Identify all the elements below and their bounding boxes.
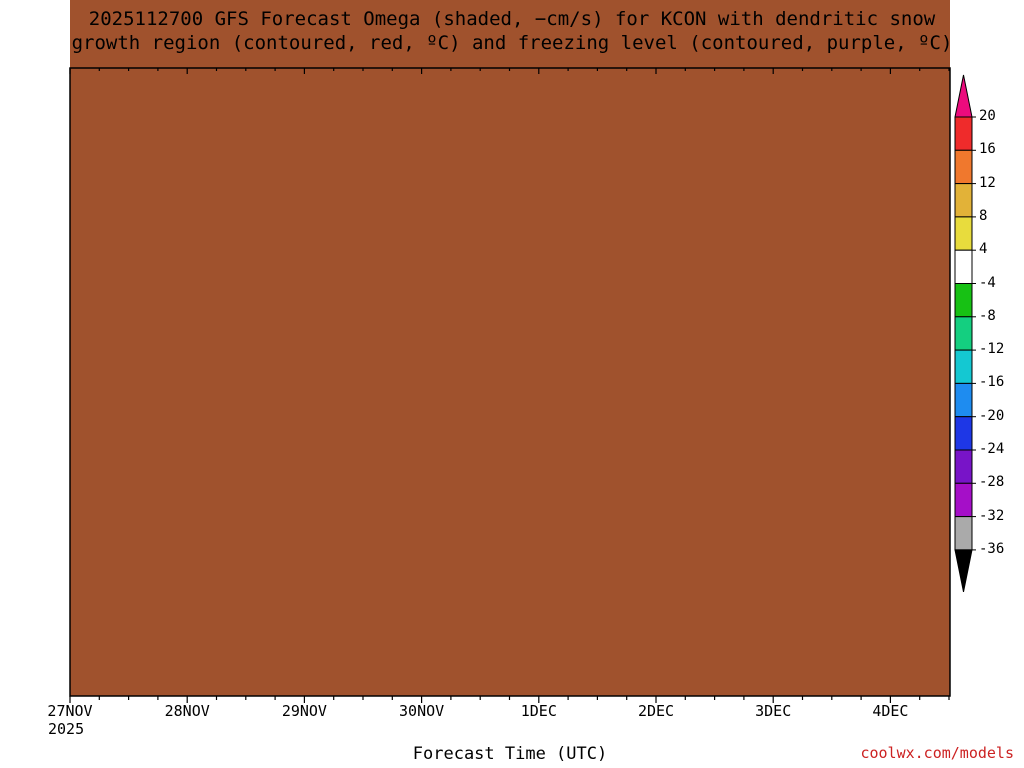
x-tick-label-2dec: 2DEC	[637, 702, 675, 720]
colorbar-bin-bottom	[954, 549, 973, 592]
colorbar-bin-8	[954, 349, 973, 384]
x-tick-label-29nov: 29NOV	[281, 702, 327, 720]
terrain-surface	[70, 0, 950, 696]
colorbar-bin-3	[954, 183, 973, 218]
x-axis-year-label: 2025	[48, 720, 85, 738]
colorbar-tick-label: -36	[979, 540, 1005, 557]
x-tick-label-4dec: 4DEC	[872, 702, 909, 720]
colorbar-tick-label: -16	[979, 374, 1005, 391]
x-tick-label-28nov: 28NOV	[164, 702, 210, 720]
x-tick-label-30nov: 30NOV	[399, 702, 445, 720]
colorbar-tick-label: 8	[979, 207, 988, 224]
colorbar-bin-11	[954, 449, 973, 484]
colorbar-bin-4	[954, 216, 973, 251]
colorbar	[954, 74, 976, 592]
colorbar-bin-10	[954, 416, 973, 451]
x-axis-label: Forecast Time (UTC)	[412, 744, 608, 764]
colorbar-bin-6	[954, 283, 973, 318]
colorbar-bin-13	[954, 516, 973, 551]
colorbar-tick-label: 12	[979, 174, 996, 191]
chart-title-line-2: growth region (contoured, red, ºC) and f…	[71, 32, 953, 54]
colorbar-tick-label: -8	[979, 307, 996, 324]
x-tick-label-3dec: 3DEC	[755, 702, 792, 720]
colorbar-tick-label: -20	[979, 407, 1005, 424]
colorbar-bin-top	[954, 74, 973, 118]
x-tick-marks	[69, 68, 950, 703]
colorbar-tick-label: 16	[979, 141, 996, 158]
x-tick-label-27nov: 27NOV	[47, 702, 93, 720]
colorbar-bin-1	[954, 116, 973, 151]
x-tick-label-1dec: 1DEC	[520, 702, 557, 720]
colorbar-tick-label: 4	[979, 241, 988, 258]
colorbar-bin-9	[954, 382, 973, 418]
colorbar-bin-12	[954, 482, 973, 518]
colorbar-tick-label: -12	[979, 341, 1005, 358]
colorbar-tick-label: -4	[979, 274, 996, 291]
chart-title-line-1: 2025112700 GFS Forecast Omega (shaded, −…	[88, 8, 936, 30]
colorbar-tick-label: -24	[979, 441, 1005, 457]
colorbar-tick-label: 20	[979, 108, 996, 124]
colorbar-bin-2	[954, 149, 973, 185]
colorbar-bin-7	[954, 316, 973, 351]
colorbar-tick-label: -28	[979, 474, 1005, 491]
colorbar-tick-label: -32	[979, 507, 1005, 524]
source-credit[interactable]: coolwx.com/models	[860, 744, 1014, 762]
colorbar-bin-5	[954, 249, 973, 284]
